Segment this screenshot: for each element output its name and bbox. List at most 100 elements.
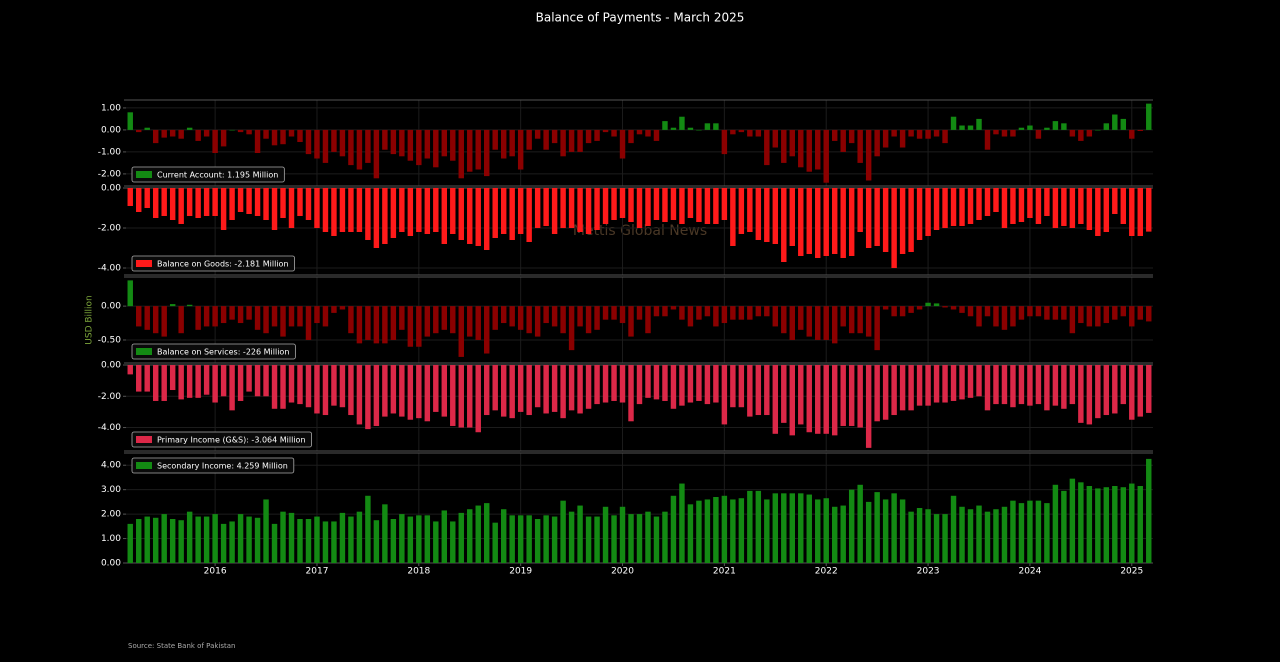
bar xyxy=(424,515,431,563)
bar xyxy=(891,306,897,317)
y-tick-label: 0.00 xyxy=(101,361,121,371)
bar xyxy=(781,129,787,163)
bar xyxy=(891,493,897,563)
bar xyxy=(1018,365,1025,405)
bar xyxy=(382,129,388,150)
bar xyxy=(959,506,965,563)
bar xyxy=(815,306,821,340)
bar xyxy=(645,129,651,137)
bar xyxy=(1120,487,1127,563)
bar xyxy=(721,365,728,425)
bar xyxy=(314,129,320,159)
bar xyxy=(730,306,736,320)
bar xyxy=(993,365,999,405)
bar xyxy=(399,365,405,417)
bar xyxy=(840,129,846,152)
bar xyxy=(738,129,745,133)
bar xyxy=(441,188,448,244)
bar xyxy=(534,129,541,139)
bar xyxy=(339,365,346,408)
bar xyxy=(407,129,414,161)
bar xyxy=(458,188,464,240)
bar xyxy=(322,365,329,416)
bar xyxy=(755,306,762,317)
legend-label: Primary Income (G&S): -3.064 Million xyxy=(157,436,306,445)
bar xyxy=(925,188,931,236)
bar xyxy=(789,129,795,157)
bar xyxy=(1035,365,1042,405)
bar xyxy=(169,365,176,391)
x-tick-label: 2025 xyxy=(1120,567,1143,577)
bar xyxy=(823,306,829,340)
bar xyxy=(611,188,617,220)
bar xyxy=(186,188,193,216)
legend-label: Current Account: 1.195 Million xyxy=(157,171,278,180)
y-tick-label: 1.00 xyxy=(101,534,121,544)
bar xyxy=(1129,129,1135,139)
bar xyxy=(1137,188,1143,236)
bar xyxy=(186,127,193,130)
bar xyxy=(1137,306,1143,320)
bar xyxy=(611,515,617,563)
bar xyxy=(1052,121,1059,130)
bar xyxy=(848,129,855,144)
x-tick-label: 2018 xyxy=(407,567,430,577)
y-tick-label: 2.00 xyxy=(101,510,121,520)
bar xyxy=(416,515,422,563)
x-tick-label: 2016 xyxy=(204,567,227,577)
bar xyxy=(882,306,889,310)
bar xyxy=(984,129,991,150)
bar xyxy=(687,127,694,130)
bar xyxy=(195,188,201,218)
y-tick-label: -4.00 xyxy=(98,264,122,274)
bar xyxy=(798,188,804,256)
bar xyxy=(916,365,923,406)
bar xyxy=(619,365,626,403)
bar xyxy=(407,516,414,563)
bar xyxy=(152,365,159,401)
legend-label: Secondary Income: 4.259 Million xyxy=(157,462,288,471)
bar xyxy=(152,517,159,563)
bar xyxy=(382,504,388,563)
bar xyxy=(959,306,965,313)
bar xyxy=(628,365,634,422)
bar xyxy=(577,306,583,327)
y-tick-label: 0.00 xyxy=(101,302,121,312)
bar xyxy=(1027,125,1033,130)
bar xyxy=(1027,306,1033,317)
bar xyxy=(144,127,150,130)
bar xyxy=(1120,365,1127,405)
bar xyxy=(1146,365,1152,413)
bar xyxy=(1103,123,1110,130)
legend-swatch xyxy=(136,348,152,355)
bar xyxy=(356,129,363,170)
bar xyxy=(899,306,906,317)
bar xyxy=(1035,188,1042,224)
bar xyxy=(670,365,677,409)
chart-title: Balance of Payments - March 2025 xyxy=(536,11,745,25)
bar xyxy=(1120,188,1127,224)
bar xyxy=(458,365,464,428)
bar xyxy=(772,493,779,563)
bar xyxy=(220,523,227,563)
bar xyxy=(959,188,965,226)
bar xyxy=(721,495,728,563)
bar xyxy=(178,306,184,334)
bar xyxy=(679,365,685,406)
bar xyxy=(178,365,184,400)
y-tick-label: 0.00 xyxy=(101,559,121,569)
bar xyxy=(653,306,660,317)
bar xyxy=(619,306,626,324)
bar xyxy=(441,306,448,330)
x-tick-label: 2024 xyxy=(1018,567,1041,577)
bar xyxy=(1052,306,1059,320)
bar xyxy=(348,129,354,166)
bar xyxy=(152,188,159,218)
bar xyxy=(602,188,609,224)
bar xyxy=(984,365,991,411)
bar xyxy=(806,306,812,337)
bar xyxy=(611,129,617,137)
bar xyxy=(628,514,634,563)
bar xyxy=(1129,306,1135,327)
y-tick-label: -2.00 xyxy=(98,169,122,179)
